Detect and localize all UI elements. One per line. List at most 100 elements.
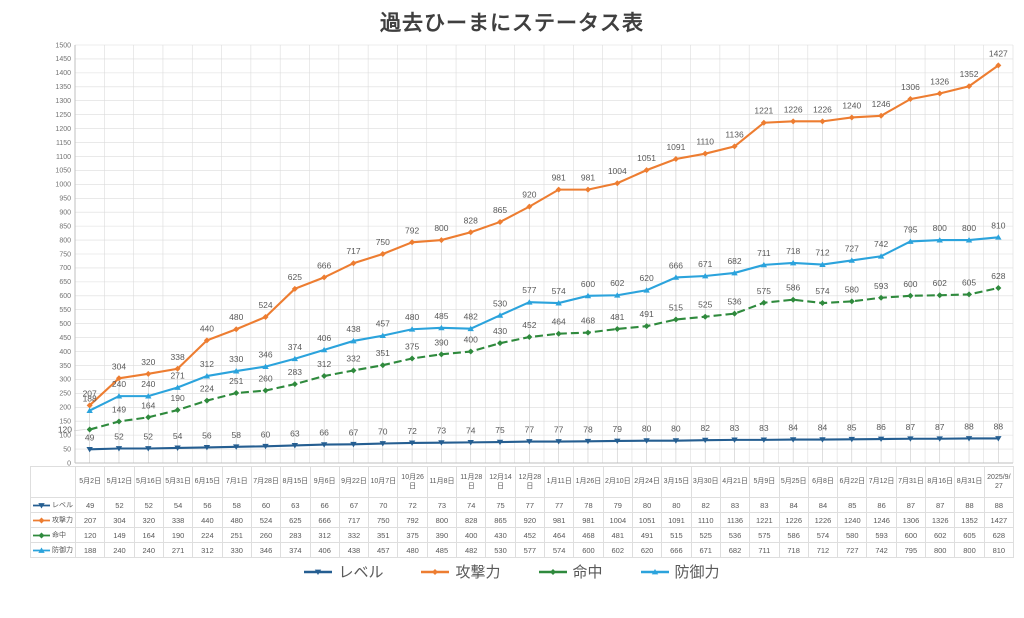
series-marker — [291, 443, 299, 449]
table-cell: 330 — [221, 542, 252, 558]
series-marker — [379, 332, 386, 339]
y-axis-label: 1000 — [55, 182, 71, 189]
data-label: 828 — [464, 215, 478, 225]
series-marker — [467, 439, 474, 446]
series-marker — [995, 284, 1002, 291]
data-label: 320 — [141, 357, 155, 367]
table-cell: 666 — [661, 542, 692, 558]
y-axis-label: 1200 — [55, 126, 71, 133]
table-cell: 390 — [426, 527, 458, 543]
data-label: 515 — [669, 302, 683, 312]
table-cell: 77 — [514, 497, 546, 513]
table-cell: 865 — [485, 512, 516, 528]
legend-item-defense: 防御力 — [640, 561, 720, 582]
table-cell: 810 — [983, 542, 1015, 558]
table-cell: 574 — [807, 527, 839, 543]
series-line-defense — [89, 236, 999, 412]
legend-item-hit: 命中 — [538, 561, 603, 582]
series-marker — [643, 323, 650, 330]
table-cell: 1226 — [778, 512, 809, 528]
series-marker — [291, 381, 298, 388]
data-label: 80 — [642, 424, 652, 434]
series-marker — [408, 440, 416, 446]
data-label: 82 — [700, 423, 710, 433]
table-cell: 485 — [426, 542, 458, 558]
table-cell: 52 — [104, 497, 135, 513]
table-cell: 711 — [749, 542, 780, 558]
y-axis-label: 50 — [63, 446, 71, 453]
y-axis-label: 550 — [59, 307, 71, 314]
table-cell: 88 — [983, 497, 1015, 513]
data-label: 304 — [112, 361, 126, 371]
legend-label: 命中 — [572, 564, 603, 581]
series-marker — [379, 251, 386, 257]
series-marker — [760, 437, 768, 443]
table-cell: 452 — [514, 527, 546, 543]
data-label: 574 — [552, 286, 566, 296]
series-marker — [584, 186, 591, 193]
series-marker — [526, 203, 533, 210]
table-cell: 430 — [485, 527, 516, 543]
series-marker — [672, 438, 680, 444]
series-marker — [350, 441, 357, 448]
data-label: 390 — [434, 337, 448, 347]
series-marker — [819, 261, 826, 267]
series-marker — [233, 444, 240, 450]
legend-item-level: レベル — [304, 561, 383, 582]
date-header-cell: 5月2日 — [74, 466, 106, 498]
series-name: レベル — [52, 502, 73, 509]
data-label: 375 — [405, 342, 419, 352]
table-cell: 83 — [749, 497, 780, 513]
series-marker — [760, 299, 767, 306]
table-cell: 468 — [573, 527, 604, 543]
date-header-cell: 10月7日 — [368, 466, 399, 498]
series-marker — [320, 346, 328, 353]
data-label: 88 — [994, 421, 1004, 431]
data-label: 671 — [698, 259, 712, 269]
series-marker — [233, 368, 240, 374]
y-axis-label: 350 — [59, 363, 71, 370]
date-header-cell: 6月8日 — [807, 466, 839, 498]
series-marker — [174, 365, 181, 372]
series-marker — [86, 402, 93, 409]
series-marker — [321, 373, 328, 380]
y-axis-label: 500 — [59, 321, 71, 328]
table-cell: 464 — [543, 527, 575, 543]
table-cell: 491 — [631, 527, 663, 543]
y-axis-label: 400 — [59, 349, 71, 356]
series-marker — [702, 150, 709, 157]
y-axis-label: 1250 — [55, 112, 71, 119]
table-cell: 981 — [543, 512, 575, 528]
table-cell: 332 — [338, 527, 370, 543]
data-label: 981 — [552, 173, 566, 183]
table-cell: 1246 — [866, 512, 897, 528]
table-cell: 620 — [631, 542, 663, 558]
series-marker — [203, 397, 210, 404]
table-cell: 742 — [866, 542, 897, 558]
series-marker — [614, 180, 621, 187]
series-marker — [145, 370, 152, 377]
data-label: 1240 — [842, 100, 861, 110]
table-cell: 77 — [543, 497, 575, 513]
table-cell: 224 — [192, 527, 223, 543]
series-marker — [438, 440, 445, 446]
table-cell: 312 — [192, 542, 223, 558]
series-marker — [145, 446, 152, 452]
table-cell: 666 — [309, 512, 340, 528]
series-marker — [115, 375, 122, 382]
table-cell: 84 — [807, 497, 839, 513]
y-axis-label: 1450 — [55, 56, 71, 63]
series-marker — [790, 118, 797, 125]
series-marker — [877, 436, 885, 443]
table-cell: 1352 — [954, 512, 985, 528]
data-label: 1226 — [813, 104, 832, 114]
table-cell: 374 — [280, 542, 311, 558]
table-cell: 530 — [485, 542, 516, 558]
data-label: 1110 — [696, 137, 714, 147]
data-label: 77 — [525, 425, 535, 435]
legend-marker-attack-icon — [421, 568, 450, 575]
table-cell: 981 — [573, 512, 604, 528]
table-cell: 188 — [74, 542, 106, 558]
series-marker — [496, 312, 504, 318]
table-cell: 85 — [837, 497, 868, 513]
